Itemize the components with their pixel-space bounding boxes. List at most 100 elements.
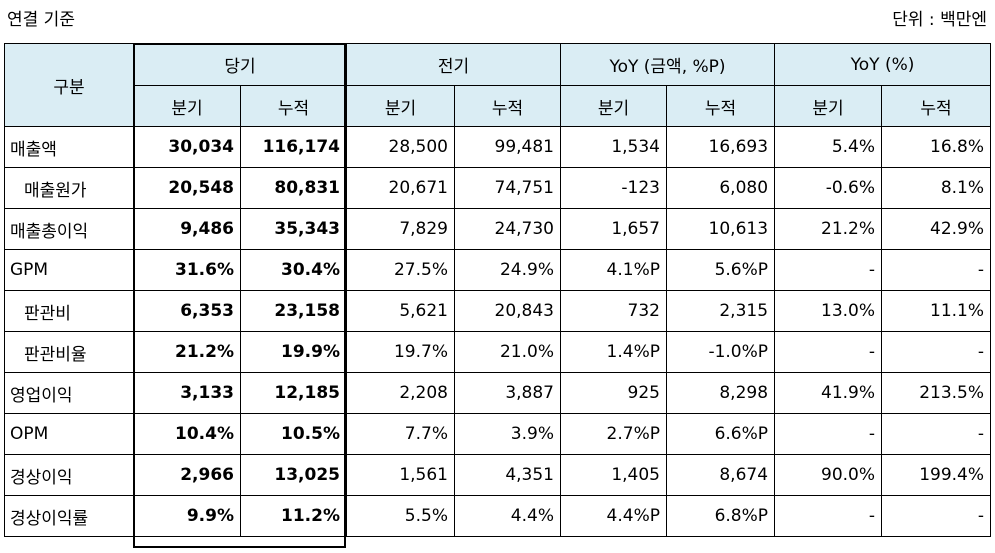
- table-cell: 21.0%: [454, 331, 561, 373]
- table-row: 매출액 30,034 116,174 28,500 99,481 1,534 16,693 5…: [4, 126, 992, 168]
- table-cell: 80,831: [240, 167, 347, 209]
- table-cell: 74,751: [454, 167, 561, 209]
- table-cell: -0.6%: [774, 167, 883, 209]
- table-row: 경상이익 2,966 13,025 1,561 4,351 1,405 8,674 90.0%…: [4, 454, 992, 496]
- table-cell: 213.5%: [881, 372, 992, 414]
- table-cell: 4,351: [454, 454, 561, 496]
- table-cell: 11.1%: [881, 290, 992, 332]
- table-cell: 41.9%: [774, 372, 883, 414]
- table-cell: -: [774, 495, 883, 537]
- table-cell: -: [881, 331, 992, 373]
- table-row: OPM 10.4% 10.5% 7.7% 3.9% 2.7%P 6.6%P - -: [4, 413, 992, 455]
- table-cell: 21.2%: [133, 331, 241, 373]
- row-label: 영업이익: [4, 372, 134, 414]
- table-cell: -: [881, 413, 992, 455]
- table-cell: 30.4%: [240, 249, 347, 291]
- table-cell: 8.1%: [881, 167, 992, 209]
- table-cell: 16.8%: [881, 126, 992, 168]
- subheader-quarter: 분기: [774, 85, 883, 127]
- group-header-yoy-amount: YoY (금액, %P): [559, 43, 776, 86]
- table-cell: 13.0%: [774, 290, 883, 332]
- table-cell: 2,315: [665, 290, 776, 332]
- table-cell: 23,158: [240, 290, 347, 332]
- subheader-cumulative: 누적: [665, 85, 776, 127]
- table-cell: 19.7%: [346, 331, 455, 373]
- table-cell: 6.8%P: [665, 495, 776, 537]
- table-cell: 4.4%: [454, 495, 561, 537]
- table-cell: -: [774, 249, 883, 291]
- row-label: 경상이익: [4, 454, 134, 496]
- table-cell: 7,829: [346, 208, 455, 250]
- table-cell: 27.5%: [346, 249, 455, 291]
- table-cell: 10.5%: [240, 413, 347, 455]
- table-cell: -: [774, 331, 883, 373]
- table-cell: 1,657: [560, 208, 667, 250]
- table-cell: 2,208: [346, 372, 455, 414]
- table-row: GPM 31.6% 30.4% 27.5% 24.9% 4.1%P 5.6%P - -: [4, 249, 992, 291]
- subheader-cumulative: 누적: [240, 85, 347, 127]
- table-cell: 9.9%: [133, 495, 241, 537]
- table-cell: 732: [560, 290, 667, 332]
- table-body: 매출액 30,034 116,174 28,500 99,481 1,534 16,693 5…: [4, 126, 992, 537]
- table-cell: 16,693: [665, 126, 776, 168]
- financial-table: 구분 당기 전기 YoY (금액, %P) YoY (%) 분기 누적 분기 누…: [4, 43, 992, 537]
- table-cell: 19.9%: [240, 331, 347, 373]
- row-label: 경상이익률: [4, 495, 134, 537]
- table-cell: 8,674: [665, 454, 776, 496]
- table-cell: 9,486: [133, 208, 241, 250]
- table-cell: 925: [560, 372, 667, 414]
- table-cell: 6,353: [133, 290, 241, 332]
- row-label: 매출액: [4, 126, 134, 168]
- table-cell: 35,343: [240, 208, 347, 250]
- header-row-groups: 구분 당기 전기 YoY (금액, %P) YoY (%): [4, 43, 992, 127]
- table-cell: 11.2%: [240, 495, 347, 537]
- table-cell: 24.9%: [454, 249, 561, 291]
- table-cell: 116,174: [240, 126, 347, 168]
- table-cell: 20,548: [133, 167, 241, 209]
- table-cell: 99,481: [454, 126, 561, 168]
- table-cell: 1,561: [346, 454, 455, 496]
- table-cell: -: [881, 249, 992, 291]
- table-cell: 42.9%: [881, 208, 992, 250]
- table-cell: 30,034: [133, 126, 241, 168]
- row-label: 매출원가: [4, 167, 134, 209]
- table-cell: 5.5%: [346, 495, 455, 537]
- table-cell: 31.6%: [133, 249, 241, 291]
- table-cell: 21.2%: [774, 208, 883, 250]
- table-cell: 3,887: [454, 372, 561, 414]
- table-row: 매출원가 20,548 80,831 20,671 74,751 -123 6,080 -0.…: [4, 167, 992, 209]
- table-cell: 1,534: [560, 126, 667, 168]
- table-cell: 10,613: [665, 208, 776, 250]
- table-cell: 10.4%: [133, 413, 241, 455]
- table-cell: 3.9%: [454, 413, 561, 455]
- row-label: 판관비: [4, 290, 134, 332]
- table-cell: 5,621: [346, 290, 455, 332]
- table-cell: 1,405: [560, 454, 667, 496]
- header-row-subcolumns: 분기 누적 분기 누적 분기 누적 분기 누적: [5, 85, 992, 127]
- table-cell: 20,843: [454, 290, 561, 332]
- table-cell: 8,298: [665, 372, 776, 414]
- table-cell: 2.7%P: [560, 413, 667, 455]
- table-cell: 28,500: [346, 126, 455, 168]
- table-row: 영업이익 3,133 12,185 2,208 3,887 925 8,298 41.9% 21…: [4, 372, 992, 414]
- table-cell: 1.4%P: [560, 331, 667, 373]
- subheader-cumulative: 누적: [454, 85, 561, 127]
- unit-label: 단위 : 백만엔: [892, 10, 987, 30]
- subheader-quarter: 분기: [560, 85, 667, 127]
- table-cell: 20,671: [346, 167, 455, 209]
- row-label: OPM: [4, 413, 134, 455]
- table-cell: -1.0%P: [665, 331, 776, 373]
- table-cell: 4.1%P: [560, 249, 667, 291]
- table-row: 판관비율 21.2% 19.9% 19.7% 21.0% 1.4%P -1.0%P - -: [4, 331, 992, 373]
- table-row: 판관비 6,353 23,158 5,621 20,843 732 2,315 13.0% 11…: [4, 290, 992, 332]
- table-cell: 7.7%: [346, 413, 455, 455]
- table-cell: 12,185: [240, 372, 347, 414]
- table-cell: 24,730: [454, 208, 561, 250]
- subheader-quarter: 분기: [346, 85, 455, 127]
- table-cell: 199.4%: [881, 454, 992, 496]
- table-cell: 4.4%P: [560, 495, 667, 537]
- row-label: GPM: [4, 249, 134, 291]
- table-cell: 6,080: [665, 167, 776, 209]
- subheader-quarter: 분기: [133, 85, 241, 127]
- table-cell: -: [774, 413, 883, 455]
